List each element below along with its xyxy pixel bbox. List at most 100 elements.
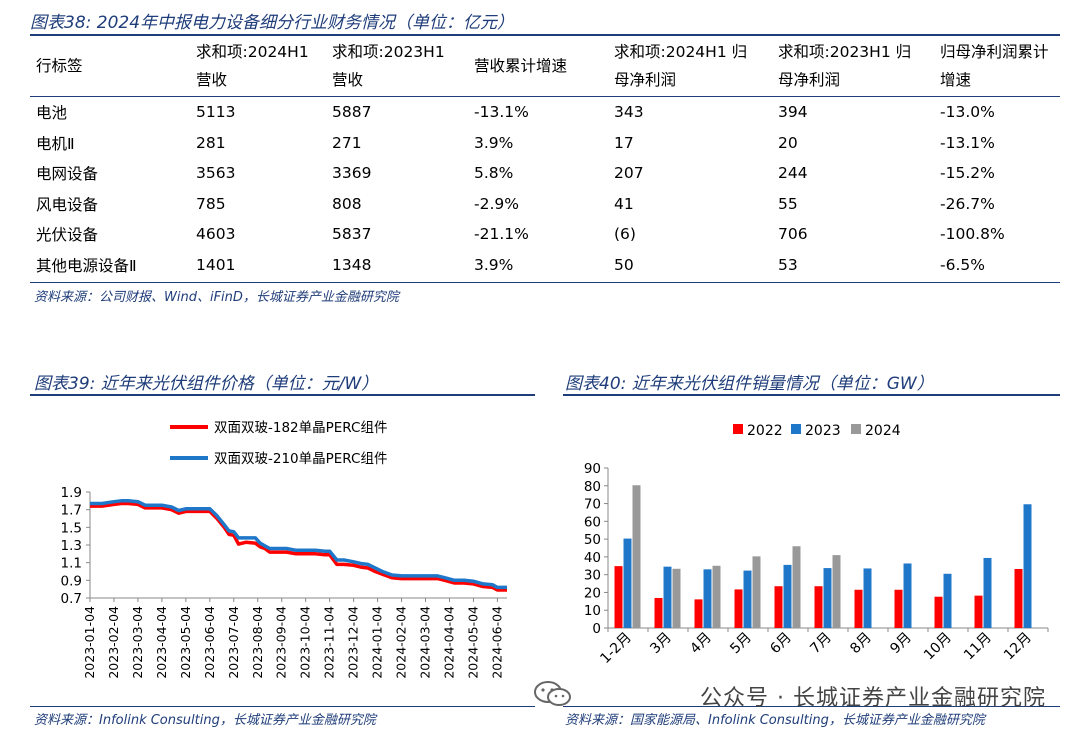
value-cell: 1348 <box>332 255 372 274</box>
value-cell: 53 <box>778 255 798 274</box>
legend-swatch <box>851 424 861 434</box>
y-tick-label: 70 <box>584 497 601 513</box>
row-label-cell: 电机Ⅱ <box>36 134 75 153</box>
value-cell: 5837 <box>332 225 372 244</box>
x-tick-label: 12月 <box>1001 630 1035 664</box>
row-label-cell: 风电设备 <box>36 195 99 214</box>
legend-label: 双面双玻-182单晶PERC组件 <box>214 420 387 436</box>
header-cell: 求和项:2024H1 营收 <box>196 43 309 89</box>
bar <box>943 573 952 628</box>
value-cell: 785 <box>196 194 226 213</box>
value-cell: 394 <box>778 103 808 122</box>
price-line-chart: 双面双玻-182单晶PERC组件双面双玻-210单晶PERC组件0.70.91.… <box>61 420 507 679</box>
y-tick-label: 1.9 <box>61 485 82 501</box>
bar <box>703 569 712 628</box>
x-tick-label: 7月 <box>807 630 835 658</box>
bar <box>712 565 721 628</box>
bar <box>774 586 783 628</box>
value-cell: 50 <box>614 255 634 274</box>
legend-label: 双面双玻-210单晶PERC组件 <box>214 451 387 467</box>
x-tick-label: 2023-02-04 <box>106 606 121 679</box>
wechat-icon <box>534 681 571 706</box>
x-tick-label: 2023-04-04 <box>154 606 169 679</box>
legend-swatch <box>733 424 743 434</box>
value-cell: -21.1% <box>474 225 529 244</box>
value-cell: 20 <box>778 133 798 152</box>
value-cell: -13.1% <box>940 133 995 152</box>
bar <box>783 564 792 628</box>
value-cell: 706 <box>778 225 808 244</box>
y-tick-label: 50 <box>584 532 601 548</box>
bar <box>632 485 641 628</box>
value-cell: -15.2% <box>940 164 995 183</box>
value-cell: 808 <box>332 194 362 213</box>
fig38-bottom-rule <box>30 282 1060 283</box>
row-label-cell: 电网设备 <box>36 165 99 184</box>
y-tick-label: 1.1 <box>61 556 82 572</box>
table-row: 电网设备 3563 3369 5.8% 207 244 -15.2% <box>30 158 1060 189</box>
y-tick-label: 0.9 <box>61 573 82 589</box>
row-label-cell: 光伏设备 <box>36 226 99 245</box>
value-cell: -2.9% <box>474 194 519 213</box>
fig40-bottom-rule <box>563 706 1060 707</box>
legend-label: 2023 <box>805 423 841 439</box>
x-tick-label: 2023-03-04 <box>130 606 145 679</box>
header-cell: 求和项:2023H1 营收 <box>332 43 445 89</box>
bar <box>672 568 681 628</box>
y-tick-label: 60 <box>584 514 601 530</box>
fig39-bottom-rule <box>30 706 535 707</box>
value-cell: 281 <box>196 133 226 152</box>
fig39-top-rule <box>30 394 535 396</box>
bar <box>752 556 761 628</box>
series-line <box>90 501 507 592</box>
finance-table: 行标签 求和项:2024H1 营收 求和项:2023H1 营收 营收累计增速 求和项… <box>30 36 1060 280</box>
value-cell: 3369 <box>332 164 372 183</box>
x-tick-label: 5月 <box>727 630 755 658</box>
value-cell: 3.9% <box>474 133 514 152</box>
x-tick-label: 2023-09-04 <box>274 606 289 679</box>
table-row: 光伏设备 4603 5837 -21.1% (6) 706 -100.8% <box>30 219 1060 250</box>
header-cell: 归母净利润累计 增速 <box>940 43 1049 89</box>
x-tick-label: 3月 <box>647 630 675 658</box>
value-cell: -13.0% <box>940 103 995 122</box>
x-tick-label: 2023-05-04 <box>178 606 193 679</box>
row-label-cell: 其他电源设备Ⅱ <box>36 256 137 275</box>
bar <box>1023 504 1032 628</box>
y-tick-label: 90 <box>584 461 601 477</box>
table-row: 电机Ⅱ 281 271 3.9% 17 20 -13.1% <box>30 128 1060 159</box>
x-tick-label: 2024-03-04 <box>418 606 433 679</box>
y-tick-label: 20 <box>584 585 601 601</box>
value-cell: -13.1% <box>474 103 529 122</box>
bar <box>983 557 992 628</box>
fig39-source: 资料来源：Infolink Consulting，长城证券产业金融研究院 <box>34 713 376 728</box>
x-tick-label: 2024-04-04 <box>441 606 456 679</box>
bar <box>663 566 672 628</box>
value-cell: 207 <box>614 164 644 183</box>
y-tick-label: 30 <box>584 568 601 584</box>
bar <box>823 568 832 628</box>
y-tick-label: 0 <box>592 621 601 637</box>
x-tick-label: 1-2月 <box>597 630 634 667</box>
y-tick-label: 0.7 <box>61 591 82 607</box>
x-tick-label: 2023-08-04 <box>250 606 265 679</box>
header-cell: 行标签 <box>36 57 83 75</box>
table-row: 风电设备 785 808 -2.9% 41 55 -26.7% <box>30 189 1060 220</box>
value-cell: 5887 <box>332 103 372 122</box>
watermark-text: 公众号 · 长城证券产业金融研究院 <box>700 686 1046 711</box>
bar <box>814 586 823 628</box>
bar <box>1014 568 1023 628</box>
table-header-row: 行标签 求和项:2024H1 营收 求和项:2023H1 营收 营收累计增速 求和项… <box>30 36 1060 97</box>
bar <box>974 595 983 628</box>
y-tick-label: 10 <box>584 603 601 619</box>
bar <box>934 596 943 628</box>
value-cell: -6.5% <box>940 255 985 274</box>
header-cell: 营收累计增速 <box>474 57 568 75</box>
bar <box>743 570 752 628</box>
x-tick-label: 4月 <box>687 630 715 658</box>
value-cell: 3.9% <box>474 255 514 274</box>
y-tick-label: 1.7 <box>61 503 82 519</box>
x-tick-label: 8月 <box>847 630 875 658</box>
bar <box>623 538 632 628</box>
fig40-top-rule <box>563 394 1060 396</box>
